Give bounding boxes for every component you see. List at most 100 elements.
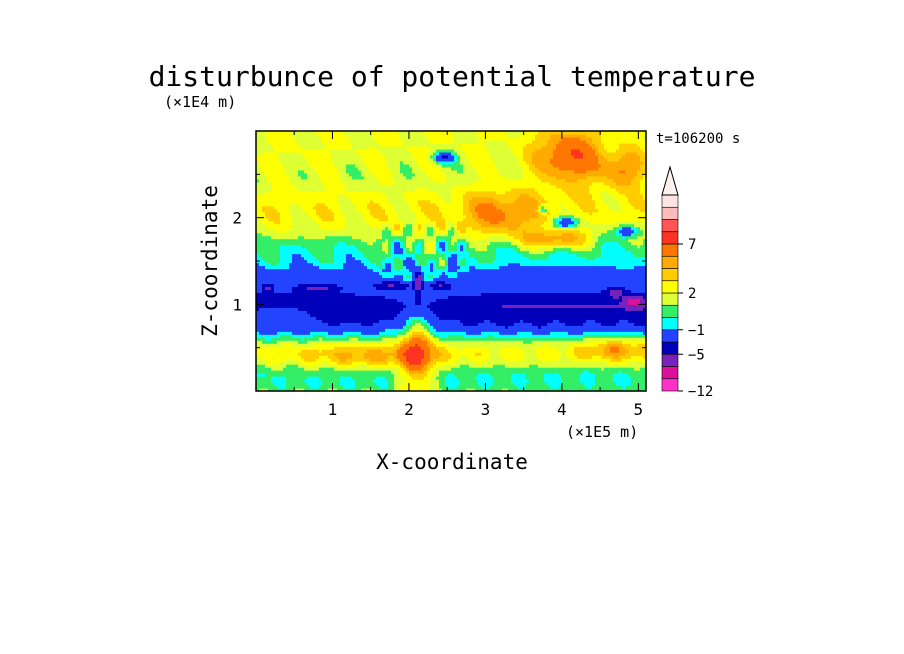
contour-cell	[631, 388, 635, 392]
contour-cell	[259, 361, 263, 365]
contour-cell	[292, 376, 296, 380]
contour-cell	[505, 370, 509, 374]
contour-cell	[325, 361, 329, 365]
contour-cell	[589, 343, 593, 347]
contour-cell	[529, 382, 533, 386]
contour-cell	[442, 346, 446, 350]
contour-cell	[631, 352, 635, 356]
contour-cell	[421, 352, 425, 356]
contour-cell	[424, 388, 428, 392]
contour-cell	[547, 376, 551, 380]
contour-cell	[439, 376, 443, 380]
contour-cell	[412, 358, 416, 362]
contour-cell	[508, 367, 512, 371]
contour-cell	[325, 370, 329, 374]
contour-cell	[442, 364, 446, 368]
contour-cell	[334, 355, 338, 359]
contour-cell	[532, 385, 536, 389]
contour-cell	[313, 343, 317, 347]
contour-cell	[409, 349, 413, 353]
contour-cell	[448, 373, 452, 377]
contour-cell	[628, 388, 632, 392]
contour-cell	[469, 358, 473, 362]
contour-cell	[310, 343, 314, 347]
contour-cell	[550, 346, 554, 350]
contour-cell	[298, 385, 302, 389]
contour-cell	[505, 385, 509, 389]
contour-cell	[493, 388, 497, 392]
contour-cell	[310, 367, 314, 371]
contour-cell	[262, 361, 266, 365]
contour-cell	[502, 346, 506, 350]
contour-cell	[268, 358, 272, 362]
contour-cell	[433, 358, 437, 362]
contour-cell	[598, 373, 602, 377]
contour-cell	[292, 355, 296, 359]
contour-cell	[523, 382, 527, 386]
contour-cell	[463, 364, 467, 368]
contour-cell	[418, 358, 422, 362]
contour-cell	[286, 373, 290, 377]
contour-cell	[577, 385, 581, 389]
contour-cell	[631, 346, 635, 350]
contour-cell	[550, 364, 554, 368]
contour-cell	[352, 352, 356, 356]
contour-cell	[619, 346, 623, 350]
contour-cell	[589, 346, 593, 350]
contour-cell	[613, 373, 617, 377]
contour-cell	[595, 346, 599, 350]
contour-cell	[538, 373, 542, 377]
contour-cell	[421, 358, 425, 362]
contour-cell	[409, 361, 413, 365]
contour-cell	[262, 373, 266, 377]
contour-cell	[280, 358, 284, 362]
contour-cell	[529, 361, 533, 365]
contour-cell	[361, 379, 365, 383]
contour-cell	[487, 379, 491, 383]
contour-cell	[277, 376, 281, 380]
contour-cell	[403, 361, 407, 365]
contour-cell	[613, 355, 617, 359]
contour-cell	[454, 364, 458, 368]
contour-cell	[565, 388, 569, 392]
contour-cell	[421, 379, 425, 383]
contour-cell	[376, 358, 380, 362]
contour-cell	[493, 349, 497, 353]
contour-cell	[628, 382, 632, 386]
contour-cell	[640, 373, 644, 377]
contour-cell	[574, 373, 578, 377]
contour-cell	[376, 379, 380, 383]
contour-cell	[592, 361, 596, 365]
contour-cell	[424, 382, 428, 386]
contour-cell	[622, 367, 626, 371]
contour-cell	[322, 388, 326, 392]
contour-cell	[403, 376, 407, 380]
contour-cell	[370, 343, 374, 347]
contour-cell	[580, 373, 584, 377]
contour-cell	[439, 379, 443, 383]
contour-cell	[349, 358, 353, 362]
contour-cell	[607, 367, 611, 371]
contour-cell	[604, 379, 608, 383]
contour-cell	[322, 364, 326, 368]
contour-cell	[385, 382, 389, 386]
contour-cell	[607, 346, 611, 350]
contour-cell	[277, 373, 281, 377]
contour-cell	[523, 361, 527, 365]
contour-cell	[559, 376, 563, 380]
contour-cell	[370, 367, 374, 371]
contour-cell	[334, 349, 338, 353]
contour-cell	[553, 388, 557, 392]
contour-cell	[538, 343, 542, 347]
contour-cell	[451, 358, 455, 362]
contour-cell	[325, 382, 329, 386]
contour-cell	[310, 349, 314, 353]
contour-cell	[436, 382, 440, 386]
contour-cell	[604, 376, 608, 380]
contour-cell	[358, 367, 362, 371]
contour-cell	[400, 388, 404, 392]
contour-cell	[373, 382, 377, 386]
contour-cell	[505, 376, 509, 380]
contour-cell	[298, 367, 302, 371]
contour-cell	[541, 355, 545, 359]
